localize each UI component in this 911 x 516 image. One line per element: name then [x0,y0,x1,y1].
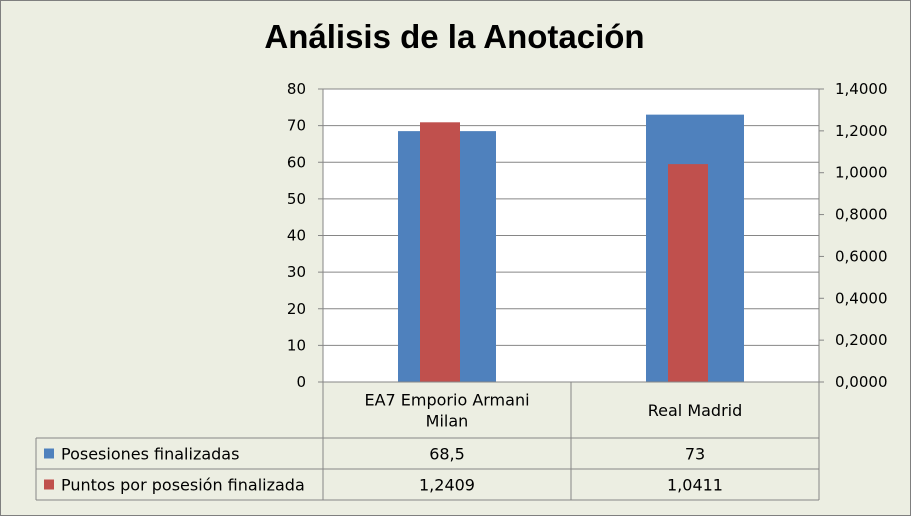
bar-puntos-por-posesion [668,164,708,382]
left-axis-tick-label: 50 [287,190,306,208]
category-label: Real Madrid [648,401,743,420]
left-axis-tick-label: 40 [287,227,306,245]
right-axis-tick-label: 0,0000 [835,373,888,391]
table-value: 1,0411 [667,476,723,495]
left-axis-tick-label: 20 [287,300,306,318]
left-axis-tick-label: 70 [287,117,306,135]
category-label: EA7 Emporio Armani [364,391,529,410]
right-axis-tick-label: 1,4000 [835,80,888,98]
legend-key [44,479,54,490]
left-axis-tick-label: 60 [287,153,306,171]
legend-series-name: Posesiones finalizadas [61,445,239,464]
right-axis-tick-label: 0,6000 [835,247,888,265]
left-axis-tick-label: 30 [287,263,306,281]
left-axis-tick-label: 0 [296,373,306,391]
chart-title: Análisis de la Anotación [264,18,645,55]
category-label: Milan [426,412,469,431]
left-axis-tick-label: 80 [287,80,306,98]
right-axis-tick-label: 0,4000 [835,289,888,307]
bar-puntos-por-posesion [420,122,460,382]
right-axis-tick-label: 0,2000 [835,331,888,349]
table-value: 73 [685,445,705,464]
legend-key [44,448,54,459]
right-axis-tick-label: 0,8000 [835,206,888,224]
table-value: 1,2409 [419,476,475,495]
right-axis-tick-label: 1,2000 [835,122,888,140]
legend-series-name: Puntos por posesión finalizada [61,476,305,495]
left-axis-tick-label: 10 [287,336,306,354]
right-axis-tick-label: 1,0000 [835,164,888,182]
table-value: 68,5 [429,445,465,464]
